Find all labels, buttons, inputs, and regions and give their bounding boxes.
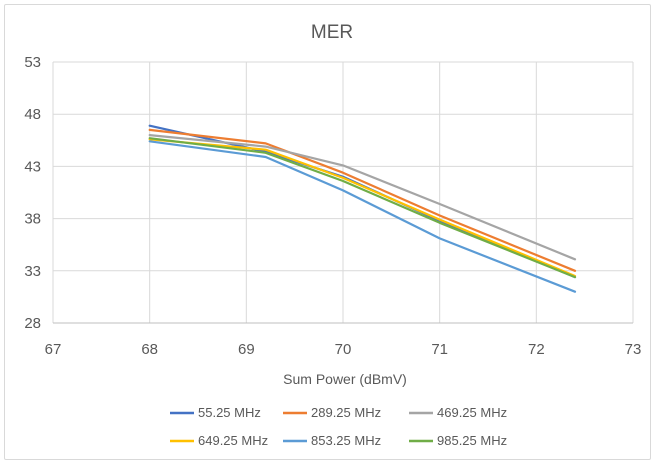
chart-title: MER: [311, 22, 353, 43]
legend-label: 55.25 MHz: [198, 405, 261, 420]
y-tick-label: 43: [24, 158, 41, 175]
series-line-5: [148, 137, 577, 279]
y-tick-label: 48: [24, 106, 41, 123]
series-line-0: [148, 124, 577, 279]
y-tick-labels: 28 33 38 43 48 53: [24, 54, 41, 332]
legend-label: 649.25 MHz: [198, 433, 268, 448]
y-tick-label: 53: [24, 54, 41, 71]
x-tick-label: 68: [141, 341, 158, 358]
chart-frame: 28 33 38 43 48 53 67 68 69 70 71 72 73 MER Sum Powe…: [4, 4, 651, 460]
y-tick-label: 28: [24, 315, 41, 332]
x-tick-label: 67: [45, 341, 62, 358]
x-tick-label: 71: [431, 341, 448, 358]
legend: 55.25 MHz 289.25 MHz 469.25 MHz 649.25 MHz 8…: [170, 405, 507, 448]
mer-line-chart: 28 33 38 43 48 53 67 68 69 70 71 72 73 MER Sum Powe…: [24, 22, 642, 448]
x-axis-title: Sum Power (dBmV): [283, 371, 407, 387]
series-lines: [148, 124, 577, 293]
y-tick-label: 33: [24, 263, 41, 280]
legend-label: 853.25 MHz: [311, 433, 381, 448]
y-tick-label: 38: [24, 211, 41, 228]
x-tick-labels: 67 68 69 70 71 72 73: [45, 341, 642, 358]
gridlines: [52, 61, 634, 324]
x-tick-label: 70: [335, 341, 352, 358]
series-line-2: [148, 134, 577, 261]
legend-label: 469.25 MHz: [437, 405, 507, 420]
series-line-3: [148, 138, 577, 278]
x-tick-label: 69: [238, 341, 255, 358]
x-tick-label: 73: [625, 341, 642, 358]
legend-label: 985.25 MHz: [437, 433, 507, 448]
x-tick-label: 72: [528, 341, 545, 358]
legend-label: 289.25 MHz: [311, 405, 381, 420]
series-line-1: [148, 128, 577, 272]
series-line-4: [148, 140, 577, 293]
